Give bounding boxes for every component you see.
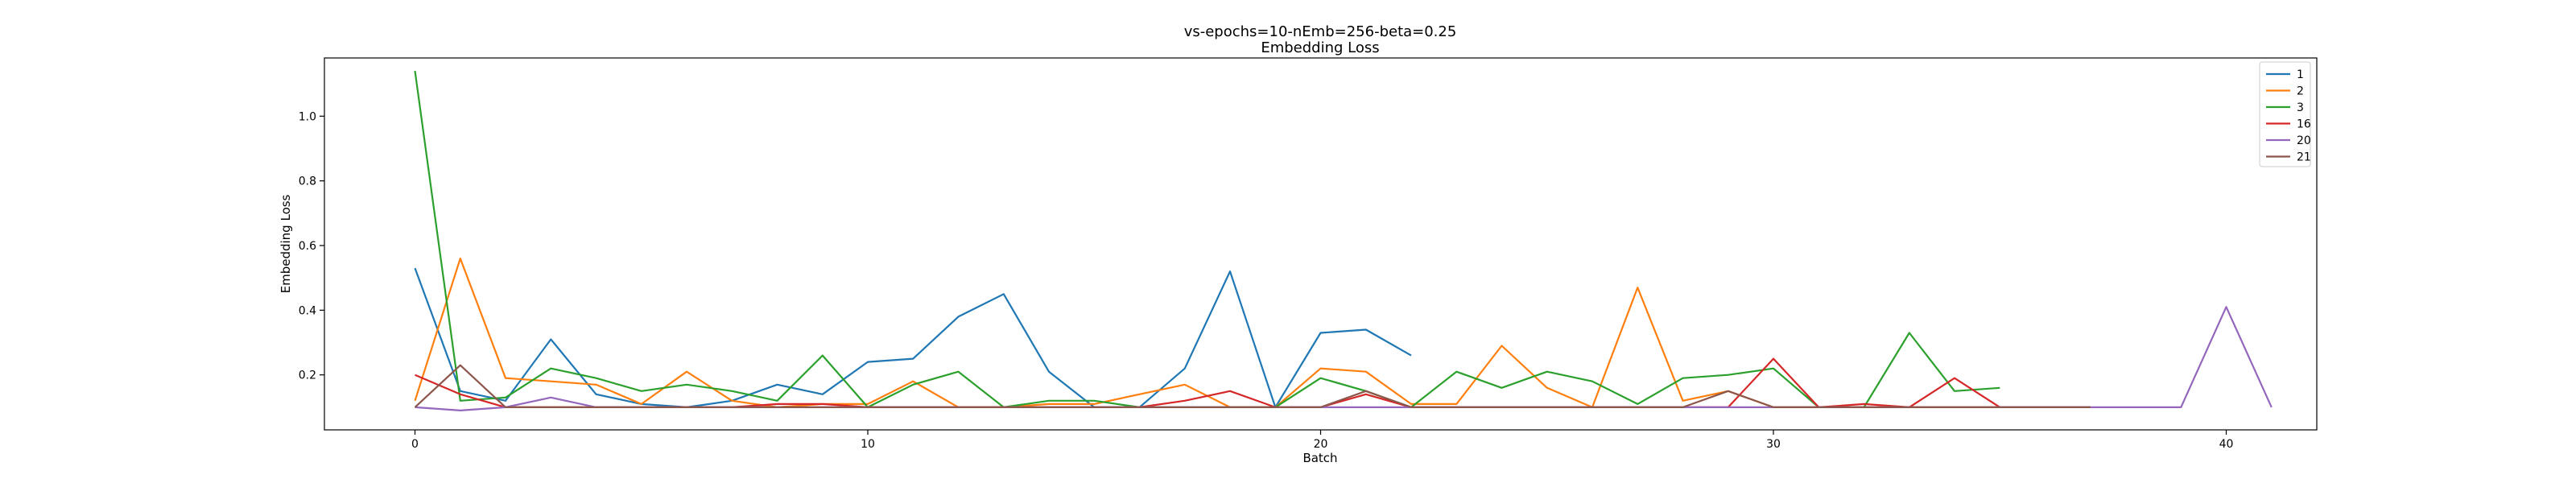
series-line-3 [414, 70, 2000, 408]
x-tick-label: 0 [411, 438, 419, 451]
series-layer [414, 70, 2273, 411]
y-tick-label: 1.0 [299, 110, 316, 123]
legend-label-2: 2 [2297, 85, 2304, 98]
x-tick-label: 40 [2219, 438, 2234, 451]
y-tick-label: 0.6 [299, 240, 316, 253]
series-line-21 [414, 364, 2091, 408]
legend-label-3: 3 [2297, 101, 2304, 114]
y-axis-ticks: 0.2 0.4 0.6 0.8 1.0 [299, 110, 324, 382]
legend-label-20: 20 [2297, 134, 2311, 147]
x-axis-ticks: 0 10 20 30 40 [411, 430, 2233, 451]
legend: 1 2 3 16 20 21 [2259, 61, 2311, 167]
series-line-20 [415, 306, 2273, 411]
x-tick-label: 30 [1766, 438, 1781, 451]
series-line-2 [414, 258, 2000, 408]
chart-title: vs-epochs=10-nEmb=256-beta=0.25 [1184, 23, 1457, 40]
chart-subtitle: Embedding Loss [1261, 39, 1379, 56]
y-tick-label: 0.2 [299, 369, 316, 382]
x-tick-label: 20 [1314, 438, 1328, 451]
x-tick-label: 10 [861, 438, 875, 451]
series-line-1 [414, 267, 1412, 408]
legend-label-1: 1 [2297, 68, 2304, 81]
y-tick-label: 0.8 [299, 175, 316, 188]
y-axis-label: Embedding Loss [279, 194, 293, 293]
y-tick-label: 0.4 [299, 304, 316, 317]
x-axis-label: Batch [1302, 451, 1337, 465]
plot-frame [324, 57, 2318, 431]
series-line-16 [415, 357, 2091, 408]
legend-label-21: 21 [2297, 151, 2311, 164]
legend-label-16: 16 [2297, 118, 2311, 131]
